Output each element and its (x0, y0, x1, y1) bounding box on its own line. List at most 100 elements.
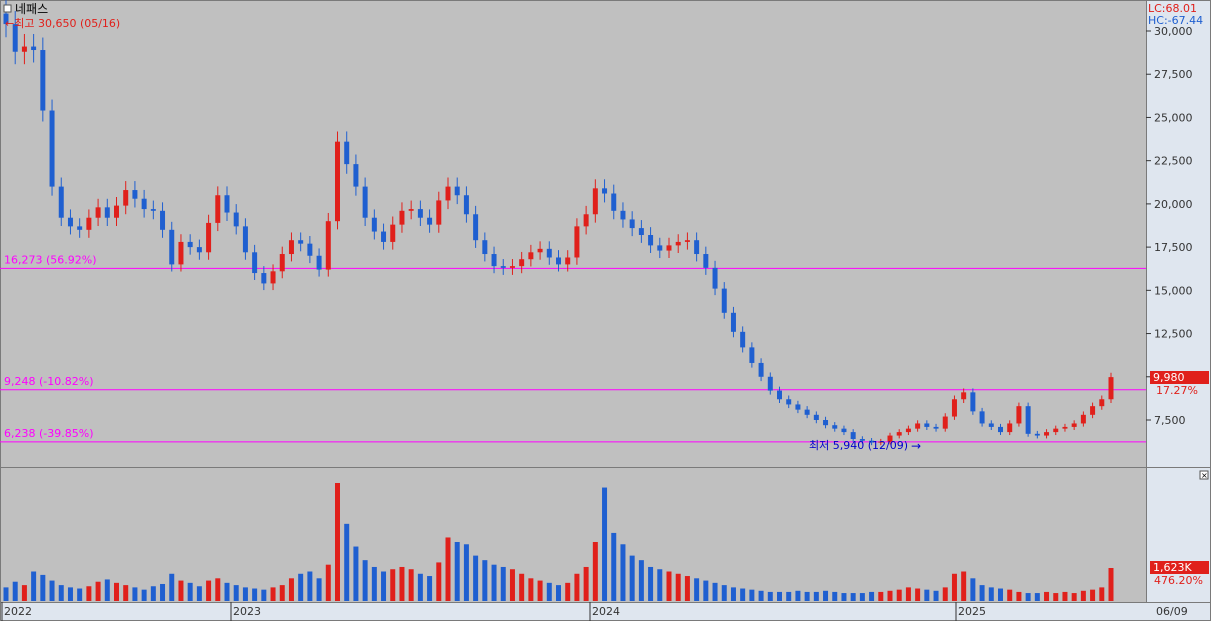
candle[interactable] (1016, 406, 1022, 424)
candle[interactable] (141, 198, 147, 210)
candle[interactable] (712, 267, 718, 289)
volume-bar[interactable] (288, 578, 294, 601)
volume-bar[interactable] (445, 537, 451, 601)
volume-bar[interactable] (951, 573, 957, 601)
volume-bar[interactable] (1007, 589, 1013, 601)
volume-bar[interactable] (556, 585, 561, 601)
candle[interactable] (233, 212, 239, 227)
volume-bar[interactable] (49, 580, 55, 601)
candle[interactable] (491, 254, 497, 267)
volume-bar[interactable] (998, 588, 1003, 601)
candle[interactable] (537, 248, 543, 253)
candle[interactable] (270, 271, 276, 284)
candle[interactable] (703, 254, 709, 268)
candle[interactable] (298, 240, 304, 244)
candle[interactable] (95, 207, 101, 218)
volume-bar[interactable] (1053, 593, 1059, 601)
volume-bar[interactable] (777, 591, 782, 601)
volume-bar[interactable] (150, 586, 156, 601)
volume-bar[interactable] (988, 587, 994, 601)
volume-bar[interactable] (104, 579, 110, 601)
candle[interactable] (823, 420, 829, 426)
volume-bar[interactable] (602, 487, 608, 601)
candle[interactable] (933, 426, 939, 429)
volume-bar[interactable] (1090, 589, 1096, 601)
candle[interactable] (546, 248, 552, 258)
candle[interactable] (859, 439, 865, 441)
candle[interactable] (556, 257, 561, 265)
volume-bar[interactable] (546, 582, 552, 601)
candle[interactable] (998, 426, 1003, 433)
candle[interactable] (21, 46, 27, 52)
candle[interactable] (362, 186, 368, 218)
candle[interactable] (620, 210, 626, 220)
candle[interactable] (445, 186, 451, 201)
candle[interactable] (224, 195, 230, 213)
candle[interactable] (427, 217, 433, 225)
candle[interactable] (730, 312, 736, 332)
candle[interactable] (519, 259, 525, 267)
volume-bar[interactable] (823, 590, 829, 601)
candle[interactable] (12, 24, 18, 52)
volume-bar[interactable] (979, 585, 985, 601)
candle[interactable] (905, 428, 911, 433)
candle[interactable] (1007, 423, 1013, 433)
collapse-icon[interactable] (3, 4, 12, 13)
volume-bar[interactable] (436, 562, 442, 601)
volume-bar[interactable] (1099, 587, 1105, 601)
volume-bar[interactable] (362, 560, 368, 601)
volume-bar[interactable] (620, 544, 626, 601)
volume-bar[interactable] (325, 564, 331, 601)
volume-bar[interactable] (67, 587, 73, 601)
volume-bar[interactable] (611, 532, 617, 601)
candle[interactable] (970, 392, 976, 412)
candle[interactable] (482, 240, 488, 255)
candle[interactable] (252, 252, 258, 274)
candle[interactable] (1090, 406, 1096, 415)
volume-bar[interactable] (942, 587, 948, 601)
candle[interactable] (1053, 428, 1059, 433)
volume-bar[interactable] (666, 571, 672, 602)
candle[interactable] (961, 392, 967, 400)
volume-bar[interactable] (473, 555, 479, 601)
volume-bar[interactable] (335, 483, 340, 601)
candle[interactable] (924, 423, 930, 427)
volume-bar[interactable] (887, 590, 893, 601)
volume-bar[interactable] (454, 542, 460, 601)
volume-bar[interactable] (703, 580, 709, 601)
volume-bar[interactable] (583, 566, 589, 601)
volume-bar[interactable] (114, 582, 119, 601)
candle[interactable] (1099, 399, 1105, 407)
candle[interactable] (896, 432, 902, 436)
volume-bar[interactable] (252, 588, 258, 601)
candle[interactable] (261, 273, 267, 284)
candle[interactable] (67, 217, 73, 227)
candle[interactable] (408, 209, 414, 211)
volume-bar[interactable] (850, 593, 856, 601)
candle[interactable] (666, 245, 672, 251)
candle[interactable] (841, 428, 847, 433)
candle[interactable] (740, 331, 746, 348)
candle[interactable] (749, 347, 755, 363)
volume-bar[interactable] (592, 542, 598, 601)
candle[interactable] (77, 226, 83, 230)
volume-bar[interactable] (841, 593, 847, 601)
candle[interactable] (473, 214, 479, 241)
candle[interactable] (390, 224, 396, 242)
volume-bar[interactable] (77, 588, 83, 601)
candle[interactable] (509, 266, 515, 268)
candle[interactable] (353, 164, 359, 187)
volume-bar[interactable] (565, 582, 571, 601)
volume-bar[interactable] (58, 585, 64, 601)
volume-bar[interactable] (1080, 590, 1086, 601)
volume-bar[interactable] (749, 589, 755, 601)
candle[interactable] (1025, 406, 1031, 434)
volume-bar[interactable] (95, 581, 101, 601)
volume-bar[interactable] (859, 593, 865, 601)
volume-bar[interactable] (187, 582, 193, 601)
volume-panel-close-icon[interactable] (1199, 470, 1209, 480)
candle[interactable] (648, 235, 654, 246)
volume-bar[interactable] (657, 569, 663, 601)
candle[interactable] (638, 228, 644, 236)
close-icon[interactable]: × (1201, 471, 1208, 480)
